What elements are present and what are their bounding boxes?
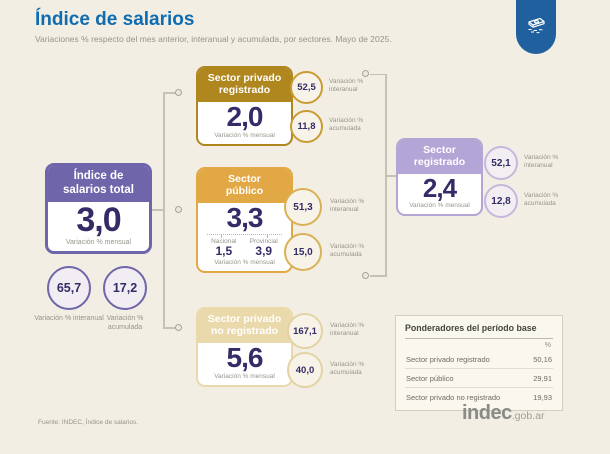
provincial-breakdown: Provincial 3,9 bbox=[250, 238, 278, 258]
registered-sector-monthly-value: 2,4 bbox=[422, 172, 457, 203]
private-unregistered-accumulated-circle: 40,0 bbox=[287, 352, 323, 388]
total-yoy-circle: 65,7 bbox=[47, 266, 91, 310]
yoy-variation-label: Variación % interanual bbox=[524, 154, 559, 170]
monthly-variation-label: Variación % mensual bbox=[214, 373, 275, 381]
connector-dot bbox=[175, 89, 182, 96]
connector-dot bbox=[175, 324, 182, 331]
row-label: Sector público bbox=[406, 373, 454, 383]
total-wage-index-card: Índice de salarios total 3,0 Variación %… bbox=[45, 163, 152, 254]
private-registered-yoy-circle: 52,5 bbox=[290, 71, 323, 104]
connector-line bbox=[370, 73, 386, 75]
page-title: Índice de salarios bbox=[35, 9, 195, 30]
connector-line bbox=[385, 175, 397, 177]
logo-domain-text: .gob.ar bbox=[511, 410, 545, 422]
weights-table-unit-header: % bbox=[544, 342, 551, 349]
national-provincial-bracket bbox=[207, 234, 282, 239]
provincial-label: Provincial bbox=[249, 238, 278, 246]
private-unregistered-card: Sector privado no registrado 5,6 Variaci… bbox=[196, 307, 293, 388]
yoy-variation-label: Variación % interanual bbox=[330, 322, 365, 338]
row-value: 19,93 bbox=[533, 392, 552, 402]
monthly-variation-label: Variación % mensual bbox=[214, 259, 275, 267]
accumulated-variation-label: Variación % acumulada bbox=[330, 361, 365, 377]
monthly-variation-label: Variación % mensual bbox=[65, 238, 132, 246]
provincial-value: 3,9 bbox=[255, 244, 273, 259]
connector-line bbox=[370, 275, 386, 277]
banknotes-icon bbox=[524, 0, 549, 40]
total-card-title: Índice de salarios total bbox=[48, 166, 149, 203]
public-sector-yoy-circle: 51,3 bbox=[284, 188, 322, 226]
yoy-variation-label: Variación % interanual bbox=[34, 315, 104, 322]
table-row: Sector privado registrado 50,16 bbox=[405, 350, 553, 368]
public-sector-accumulated-circle: 15,0 bbox=[284, 233, 322, 271]
row-label: Sector privado no registrado bbox=[406, 392, 501, 402]
private-unregistered-monthly-value: 5,6 bbox=[226, 341, 264, 373]
private-registered-card: Sector privado registrado 2,0 Variación … bbox=[196, 66, 293, 147]
row-value: 29,91 bbox=[533, 373, 552, 383]
public-sector-breakdown: Nacional 1,5 Provincial 3,9 bbox=[198, 238, 291, 258]
connector-line bbox=[163, 92, 176, 94]
page-subtitle: Variaciones % respecto del mes anterior,… bbox=[35, 34, 392, 44]
table-row: Sector privado no registrado 19,93 bbox=[405, 387, 553, 406]
source-note: Fuente: INDEC, Índice de salarios. bbox=[38, 419, 139, 426]
registered-sector-yoy-circle: 52,1 bbox=[484, 146, 518, 180]
total-monthly-value: 3,0 bbox=[76, 201, 121, 240]
table-row: Sector público 29,91 bbox=[405, 368, 553, 387]
private-unregistered-yoy-circle: 167,1 bbox=[287, 313, 323, 349]
public-sector-monthly-value: 3,3 bbox=[226, 201, 264, 233]
connector-dot bbox=[362, 272, 369, 279]
logo-text: indec bbox=[462, 402, 512, 424]
registered-sector-accumulated-circle: 12,8 bbox=[484, 184, 518, 218]
connector-line bbox=[145, 209, 164, 211]
private-registered-monthly-value: 2,0 bbox=[226, 100, 264, 132]
row-value: 50,16 bbox=[533, 354, 552, 364]
national-breakdown: Nacional 1,5 bbox=[211, 238, 236, 258]
header-ribbon bbox=[516, 0, 556, 54]
connector-line bbox=[163, 92, 165, 328]
monthly-variation-label: Variación % mensual bbox=[409, 202, 470, 210]
yoy-variation-label: Variación % interanual bbox=[329, 78, 364, 94]
yoy-variation-label: Variación % interanual bbox=[330, 198, 365, 214]
total-accumulated-circle: 17,2 bbox=[103, 266, 147, 310]
monthly-variation-label: Variación % mensual bbox=[214, 132, 275, 140]
national-value: 1,5 bbox=[215, 244, 233, 259]
connector-line bbox=[163, 327, 176, 329]
accumulated-variation-label: Variación % acumulada bbox=[524, 192, 559, 208]
indec-logo: indec .gob.ar bbox=[462, 402, 544, 425]
private-registered-accumulated-circle: 11,8 bbox=[290, 110, 323, 143]
public-sector-title: Sector público bbox=[198, 169, 291, 203]
registered-sector-card: Sector registrado 2,4 Variación % mensua… bbox=[396, 138, 483, 217]
registered-sector-title: Sector registrado bbox=[398, 140, 481, 174]
private-registered-title: Sector privado registrado bbox=[198, 68, 291, 102]
connector-dot bbox=[362, 70, 369, 77]
accumulated-variation-label: Variación % acumulada bbox=[330, 243, 365, 259]
accumulated-variation-label: Variación % acumulada bbox=[329, 117, 364, 133]
connector-dot bbox=[175, 206, 182, 213]
public-sector-card: Sector público 3,3 Nacional 1,5 Provinci… bbox=[196, 167, 293, 274]
national-label: Nacional bbox=[211, 238, 237, 246]
weights-table-title: Ponderadores del período base bbox=[405, 323, 553, 339]
private-unregistered-title: Sector privado no registrado bbox=[198, 309, 291, 343]
base-period-weights-table: Ponderadores del período base % Sector p… bbox=[395, 315, 563, 411]
row-label: Sector privado registrado bbox=[406, 354, 490, 364]
accumulated-variation-label: Variación % acumulada bbox=[106, 315, 144, 331]
